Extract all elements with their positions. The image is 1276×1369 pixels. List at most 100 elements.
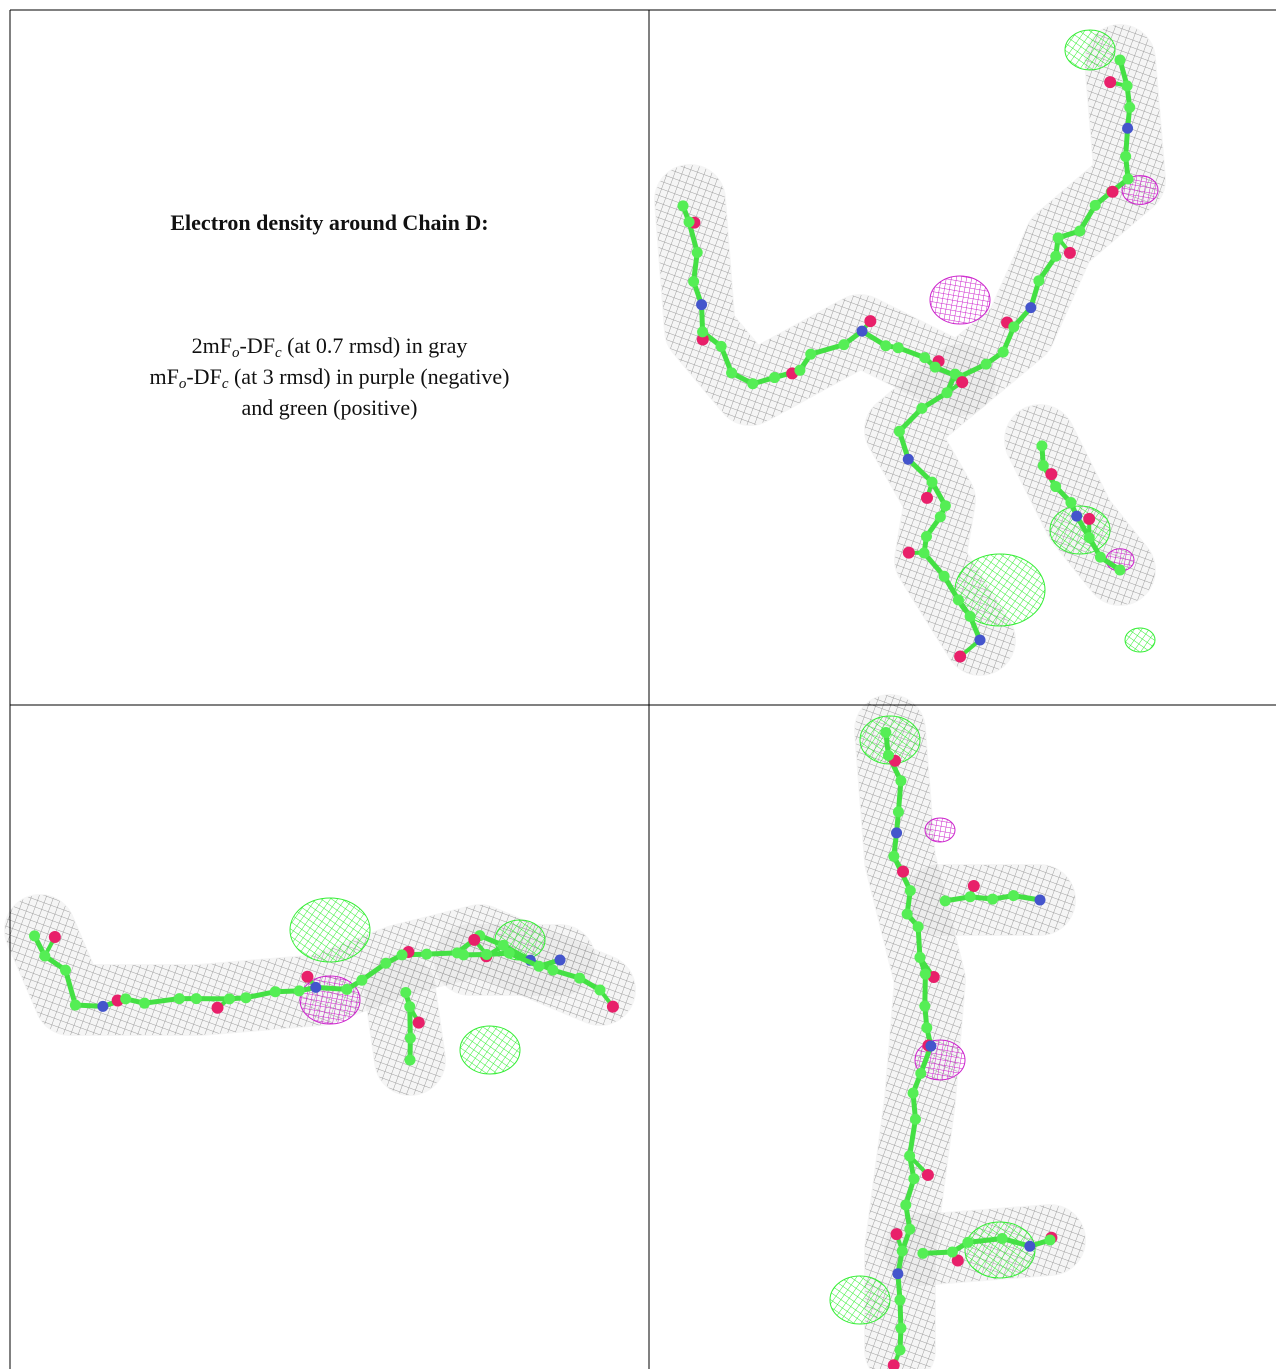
carbon-atom (29, 930, 40, 941)
carbon-atom (1123, 173, 1134, 184)
oxygen-atom (212, 1002, 224, 1014)
carbon-atom (1050, 481, 1061, 492)
caption-text: 2mF (192, 333, 232, 358)
nitrogen-atom (903, 454, 914, 465)
oxygen-atom (921, 492, 933, 504)
carbon-atom (910, 1114, 921, 1125)
carbon-atom (120, 993, 131, 1004)
caption-text: (at 3 rmsd) in purple (negative) (228, 364, 509, 389)
carbon-atom (880, 340, 891, 351)
carbon-atom (1033, 275, 1044, 286)
carbon-atom (920, 969, 931, 980)
carbon-atom (904, 1224, 915, 1235)
nitrogen-atom (1122, 123, 1133, 134)
carbon-atom (895, 775, 906, 786)
positive-density (830, 1276, 890, 1324)
oxygen-atom (954, 651, 966, 663)
carbon-atom (998, 346, 1009, 357)
carbon-atom (481, 949, 492, 960)
caption-text: mF (150, 364, 179, 389)
carbon-atom (894, 1294, 905, 1305)
caption-line: and green (positive) (10, 392, 649, 423)
positive-density (965, 1222, 1035, 1278)
nitrogen-atom (1071, 511, 1082, 522)
nitrogen-atom (925, 1041, 936, 1052)
positive-density (290, 898, 370, 962)
carbon-atom (919, 548, 930, 559)
carbon-atom (919, 352, 930, 363)
positive-density (1125, 628, 1155, 652)
nitrogen-atom (975, 635, 986, 646)
carbon-atom (684, 216, 695, 227)
carbon-atom (174, 993, 185, 1004)
carbon-atom (894, 426, 905, 437)
carbon-atom (921, 531, 932, 542)
text-cell: Electron density around Chain D: 2mFo-DF… (10, 10, 649, 705)
carbon-atom (405, 1055, 416, 1066)
nitrogen-atom (857, 326, 868, 337)
carbon-atom (678, 200, 689, 211)
carbon-atom (895, 1323, 906, 1334)
carbon-atom (908, 1088, 919, 1099)
caption-title: Electron density around Chain D: (10, 210, 649, 236)
positive-density (460, 1026, 520, 1074)
carbon-atom (897, 1246, 908, 1257)
carbon-atom (939, 571, 950, 582)
carbon-atom (915, 1068, 926, 1079)
carbon-atom (916, 403, 927, 414)
carbon-atom (908, 1173, 919, 1184)
carbon-atom (70, 1000, 81, 1011)
oxygen-atom (922, 1169, 934, 1181)
oxygen-atom (956, 376, 968, 388)
caption-text: -DF (240, 333, 275, 358)
oxygen-atom (468, 934, 480, 946)
carbon-atom (935, 511, 946, 522)
carbon-atom (1074, 225, 1085, 236)
carbon-atom (1084, 532, 1095, 543)
carbon-atom (697, 326, 708, 337)
carbon-atom (1053, 232, 1064, 243)
oxygen-atom (1083, 513, 1095, 525)
nitrogen-atom (1035, 895, 1046, 906)
subscript: c (275, 345, 282, 361)
positive-density (1065, 30, 1115, 70)
oxygen-atom (301, 971, 313, 983)
carbon-atom (838, 339, 849, 350)
negative-density (925, 818, 955, 842)
nitrogen-atom (696, 299, 707, 310)
carbon-atom (1095, 552, 1106, 563)
carbon-atom (240, 992, 251, 1003)
carbon-atom (139, 998, 150, 1009)
carbon-atom (962, 1237, 973, 1248)
oxygen-atom (864, 315, 876, 327)
carbon-atom (1008, 321, 1019, 332)
subscript: o (232, 345, 240, 361)
carbon-atom (1038, 460, 1049, 471)
carbon-atom (726, 367, 737, 378)
carbon-atom (930, 362, 941, 373)
nitrogen-atom (1024, 1241, 1035, 1252)
carbon-atom (900, 1199, 911, 1210)
caption-text: (at 0.7 rmsd) in gray (282, 333, 468, 358)
carbon-atom (716, 341, 727, 352)
carbon-atom (504, 948, 515, 959)
carbon-atom (458, 949, 469, 960)
carbon-atom (805, 349, 816, 360)
carbon-atom (1045, 1235, 1056, 1246)
oxygen-atom (1045, 468, 1057, 480)
carbon-atom (1008, 890, 1019, 901)
carbon-atom (270, 986, 281, 997)
carbon-atom (941, 387, 952, 398)
carbon-atom (794, 365, 805, 376)
oxygen-atom (413, 1017, 425, 1029)
mesh-outline (690, 60, 1130, 390)
carbon-atom (905, 885, 916, 896)
carbon-atom (919, 1001, 930, 1012)
oxygen-atom (968, 880, 980, 892)
carbon-atom (888, 851, 899, 862)
carbon-atom (224, 993, 235, 1004)
carbon-atom (904, 1150, 915, 1161)
carbon-atom (533, 961, 544, 972)
carbon-atom (191, 993, 202, 1004)
